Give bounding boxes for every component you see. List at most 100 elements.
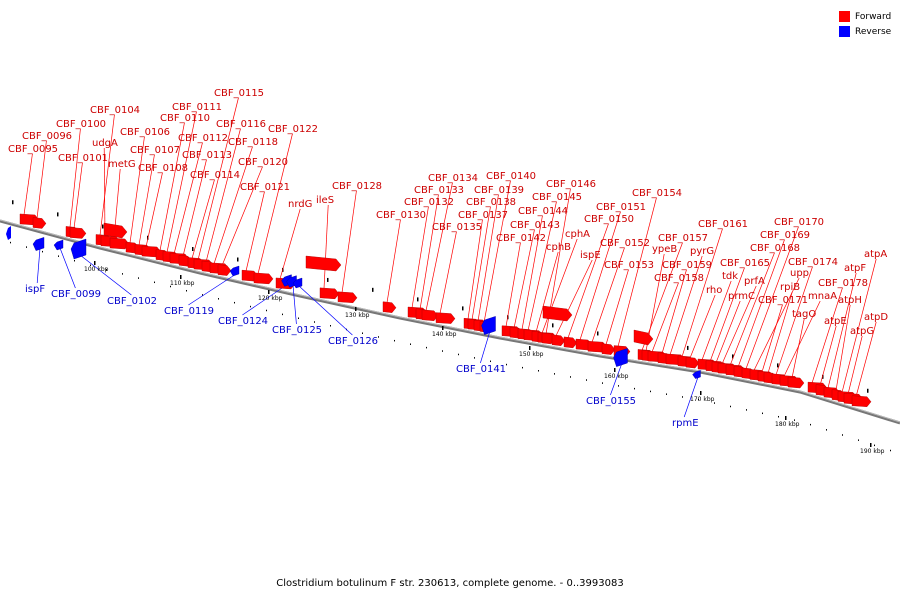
leader-line-cbf-0107 — [138, 154, 155, 246]
leader-line-prfa — [721, 285, 757, 365]
minor-tick — [90, 264, 91, 266]
minor-tick — [362, 332, 363, 334]
tick-label-180-kbp: 180 kbp — [775, 421, 800, 428]
gene-label-cbf-0140: CBF_0140 — [486, 171, 536, 182]
gene-arrow-rho — [685, 356, 700, 369]
gene-label-cbf-0141: CBF_0141 — [456, 364, 506, 375]
gene-arrow-small-reverse — [6, 226, 11, 240]
gene-label-cbf-0124: CBF_0124 — [218, 316, 268, 327]
minor-tick — [522, 366, 523, 369]
gene-label-nrdg: nrdG — [288, 199, 312, 210]
gene-label-cbf-0139: CBF_0139 — [474, 185, 524, 196]
genome-backbone-highlight — [0, 219, 900, 423]
gene-label-upp: upp — [790, 268, 809, 279]
leader-line-cbf-0152 — [591, 247, 625, 343]
minor-tick — [282, 313, 283, 316]
leader-line-cbf-0150 — [567, 223, 609, 338]
gene-label-cbf-0135: CBF_0135 — [432, 222, 482, 233]
gene-label-cbf-0137: CBF_0137 — [458, 210, 508, 221]
gene-label-udga: udgA — [92, 138, 118, 149]
gene-label-cbf-0168: CBF_0168 — [750, 243, 800, 254]
map-caption: Clostridium botulinum F str. 230613, com… — [276, 578, 624, 589]
leader-line-cbf-0126 — [298, 285, 353, 336]
forward-swatch — [839, 11, 850, 22]
gene-label-cpha: cphA — [565, 229, 590, 240]
minor-tick — [666, 393, 667, 395]
gene-arrow-ispe — [551, 334, 566, 346]
minor-tick — [378, 336, 379, 338]
leader-line-cphb — [535, 251, 559, 333]
leader-line-cbf-0155 — [610, 362, 623, 396]
major-tick — [529, 346, 531, 350]
gene-label-atpa: atpA — [864, 249, 887, 260]
gene-label-cbf-0169: CBF_0169 — [760, 230, 810, 241]
leader-line-cbf-0102 — [79, 254, 132, 296]
minor-tick — [682, 396, 683, 398]
minor-tick — [858, 439, 859, 441]
leader-line-nrdg — [279, 208, 301, 280]
gene-label-rho: rho — [706, 285, 722, 296]
gene-arrow-cbf-0120 — [217, 264, 232, 276]
leader-line-cbf-0110 — [159, 122, 185, 251]
leader-line-cbf-0134 — [425, 182, 453, 311]
upper-tick — [12, 200, 14, 205]
minor-tick — [890, 449, 891, 452]
leader-line-cbf-0125 — [292, 284, 297, 325]
gene-label-cbf-0152: CBF_0152 — [600, 238, 650, 249]
minor-tick — [490, 360, 491, 363]
legend-reverse: Reverse — [839, 24, 891, 39]
major-tick — [94, 261, 96, 265]
leader-line-cbf-0122 — [257, 133, 293, 274]
leader-line-rpme — [683, 376, 699, 418]
leader-line-cbf-0121 — [245, 191, 265, 272]
minor-tick — [154, 281, 155, 284]
tick-label-170-kbp: 170 kbp — [690, 396, 715, 403]
leader-line-cbf-0145 — [527, 201, 557, 331]
gene-arrow-cbf-0153 — [601, 343, 616, 355]
minor-tick — [778, 415, 779, 418]
gene-label-atpd: atpD — [864, 312, 888, 323]
leader-line-cbf-0119 — [188, 273, 237, 306]
minor-tick — [698, 398, 699, 401]
gene-label-atpg: atpG — [850, 326, 874, 337]
minor-tick — [250, 305, 251, 308]
gene-label-cbf-0144: CBF_0144 — [518, 206, 568, 217]
leader-line-cbf-0095 — [23, 153, 33, 215]
legend-forward: Forward — [839, 9, 891, 24]
leader-line-ispe — [555, 259, 593, 336]
minor-tick — [426, 346, 427, 349]
upper-tick — [237, 257, 239, 262]
leader-line-cbf-0143 — [513, 229, 535, 329]
gene-block-1 — [305, 255, 342, 272]
leader-line-atpe — [819, 325, 837, 386]
gene-label-cbf-0118: CBF_0118 — [228, 137, 278, 148]
gene-label-cbf-0161: CBF_0161 — [698, 219, 748, 230]
gene-label-cbf-0145: CBF_0145 — [532, 192, 582, 203]
major-tick — [442, 326, 444, 330]
gene-label-mnaa: mnaA — [808, 291, 837, 302]
tick-labels: 100 kbp 110 kbp 120 kbp 130 kbp 140 kbp 150 k… — [84, 266, 885, 455]
tick-label-140-kbp: 140 kbp — [432, 331, 457, 338]
upper-tick — [867, 388, 869, 393]
leader-line-cbf-0139 — [477, 194, 499, 322]
leader-line-cbf-0132 — [411, 206, 429, 309]
gene-label-cbf-0100: CBF_0100 — [56, 119, 106, 130]
upper-tick — [732, 354, 734, 359]
minor-tick — [42, 250, 43, 253]
upper-tick — [597, 331, 599, 336]
leader-line-cbf-0144 — [521, 215, 543, 330]
leader-line-pyrg — [669, 255, 703, 355]
minor-tick — [794, 419, 795, 421]
minor-tick — [650, 390, 651, 393]
gene-label-cbf-0174: CBF_0174 — [788, 257, 838, 268]
genome-backbone — [0, 219, 900, 425]
gene-label-cbf-0126: CBF_0126 — [328, 336, 378, 347]
minor-tick — [458, 353, 459, 356]
minor-tick — [218, 298, 219, 300]
gene-arrow-cbf-0135 — [435, 312, 456, 324]
gene-label-atpf: atpF — [844, 263, 866, 274]
upper-tick — [462, 306, 464, 311]
gene-label-cbf-0122: CBF_0122 — [268, 124, 318, 135]
minor-tick — [762, 412, 763, 415]
minor-tick — [586, 379, 587, 381]
